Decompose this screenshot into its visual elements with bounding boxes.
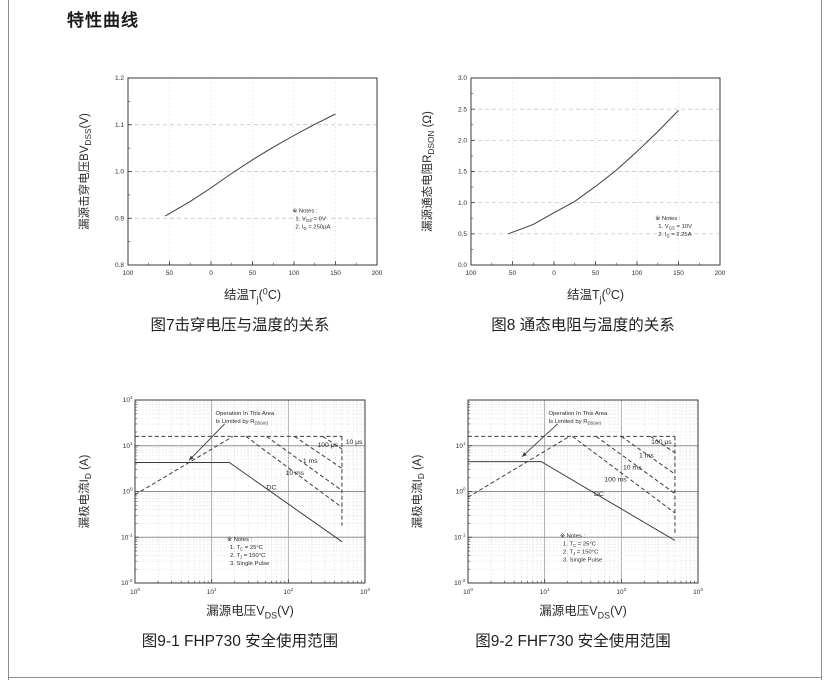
svg-text:10 μs: 10 μs <box>346 439 363 446</box>
svg-text:1.5: 1.5 <box>458 169 467 176</box>
fig7-caption: 图7击穿电压与温度的关系 <box>150 317 330 334</box>
svg-text:2.0: 2.0 <box>458 138 467 145</box>
svg-text:1. VGS = 0V: 1. VGS = 0V <box>295 217 326 224</box>
svg-text:100 ms: 100 ms <box>604 477 627 484</box>
page-border-bottom <box>8 677 822 678</box>
svg-text:10 ms: 10 ms <box>286 470 305 477</box>
page-title: 特性曲线 <box>67 11 139 30</box>
svg-text:2. TJ = 150°C: 2. TJ = 150°C <box>230 553 266 560</box>
svg-text:※ Notes :: ※ Notes : <box>560 532 586 539</box>
svg-text:10-2: 10-2 <box>121 578 133 587</box>
svg-text:200: 200 <box>372 270 383 277</box>
fig9-2-caption: 图9-2 FHF730 安全使用范围 <box>475 633 671 650</box>
svg-text:结温Tj(0C): 结温Tj(0C) <box>224 286 281 304</box>
figure-7: 100 50 0 50 100 150 200 0.8 0.9 1.0 1.1 1.2 ※ Notes … <box>75 60 405 335</box>
svg-text:50: 50 <box>592 270 600 277</box>
figure-8: 100 50 0 50 100 150 200 0.0 0.5 1.0 1.5 2.0 2.5 3.0 ※ … <box>418 60 748 335</box>
svg-text:10-1: 10-1 <box>121 532 133 541</box>
svg-text:100: 100 <box>130 587 140 596</box>
svg-text:漏极电流ID (A): 漏极电流ID (A) <box>410 454 426 528</box>
svg-text:※ Notes :: ※ Notes : <box>227 536 253 543</box>
svg-text:0: 0 <box>209 270 213 277</box>
svg-text:3. Single Pulse: 3. Single Pulse <box>230 561 270 567</box>
svg-text:3.0: 3.0 <box>458 75 467 82</box>
page-border-right <box>821 0 822 680</box>
svg-text:1.2: 1.2 <box>115 75 124 82</box>
svg-text:3. Single Pulse: 3. Single Pulse <box>563 557 603 563</box>
svg-text:Is Limited by RDS(on): Is Limited by RDS(on) <box>216 419 269 426</box>
svg-text:101: 101 <box>123 441 133 450</box>
svg-text:50: 50 <box>166 270 174 277</box>
svg-text:101: 101 <box>456 441 466 450</box>
svg-text:Operation In This Area: Operation In This Area <box>216 411 276 417</box>
svg-text:100: 100 <box>456 487 466 496</box>
svg-text:0.5: 0.5 <box>458 231 467 238</box>
svg-text:漏极电流ID (A): 漏极电流ID (A) <box>77 454 93 528</box>
fig9-1-caption: 图9-1 FHP730 安全使用范围 <box>141 633 339 650</box>
svg-text:Is Limited by RDS(on): Is Limited by RDS(on) <box>549 419 602 426</box>
svg-text:1.0: 1.0 <box>458 200 467 207</box>
svg-text:1 ms: 1 ms <box>639 453 654 460</box>
svg-text:150: 150 <box>330 270 341 277</box>
svg-text:100: 100 <box>123 487 133 496</box>
svg-text:※ Notes :: ※ Notes : <box>655 215 681 222</box>
svg-text:100: 100 <box>466 270 477 277</box>
svg-text:1. TC = 25°C: 1. TC = 25°C <box>563 541 597 548</box>
svg-text:1. VGS = 10V: 1. VGS = 10V <box>658 224 692 231</box>
svg-text:2.5: 2.5 <box>458 106 467 113</box>
fig7-breakdown-voltage-chart: 100 50 0 50 100 150 200 0.8 0.9 1.0 1.1 1.2 ※ Notes … <box>77 75 383 304</box>
svg-text:漏源通态电阻RDSON (Ω): 漏源通态电阻RDSON (Ω) <box>420 111 436 232</box>
svg-text:100: 100 <box>123 270 134 277</box>
svg-text:101: 101 <box>207 587 217 596</box>
svg-text:Operation In This Area: Operation In This Area <box>549 411 609 417</box>
fig8-on-resistance-chart: 100 50 0 50 100 150 200 0.0 0.5 1.0 1.5 2.0 2.5 3.0 ※ … <box>420 75 726 304</box>
svg-text:0: 0 <box>552 270 556 277</box>
figure-9-1: 10 μs 100 μs 1 ms 10 ms DC 100 101 102 103 10-2 10… <box>75 376 405 651</box>
svg-text:1.1: 1.1 <box>115 122 124 129</box>
figure-9-2: 100 μs 1 ms 10 ms 100 ms DC 100 101 102 103 10-2 1… <box>408 376 738 651</box>
svg-text:0.8: 0.8 <box>115 262 124 269</box>
svg-text:102: 102 <box>123 395 133 404</box>
svg-text:100: 100 <box>463 587 473 596</box>
svg-text:漏源电压VDS(V): 漏源电压VDS(V) <box>539 603 627 620</box>
svg-text:1.0: 1.0 <box>115 169 124 176</box>
svg-text:2. TJ = 150°C: 2. TJ = 150°C <box>563 549 599 556</box>
svg-text:DC: DC <box>594 491 604 498</box>
svg-text:1. TC = 25°C: 1. TC = 25°C <box>230 545 264 552</box>
svg-text:102: 102 <box>616 587 626 596</box>
svg-text:100 μs: 100 μs <box>651 439 672 446</box>
svg-text:100: 100 <box>632 270 643 277</box>
svg-text:2. ID = 250μA: 2. ID = 250μA <box>295 225 330 232</box>
svg-text:102: 102 <box>283 587 293 596</box>
svg-text:103: 103 <box>360 587 370 596</box>
svg-text:150: 150 <box>673 270 684 277</box>
fig8-caption: 图8 通态电阻与温度的关系 <box>491 317 675 334</box>
svg-text:50: 50 <box>249 270 257 277</box>
svg-text:漏源电压VDS(V): 漏源电压VDS(V) <box>206 603 294 620</box>
svg-text:漏源击穿电压BVDSS(V): 漏源击穿电压BVDSS(V) <box>77 113 93 230</box>
svg-text:100 μs: 100 μs <box>317 442 338 449</box>
svg-text:DC: DC <box>267 485 277 492</box>
svg-text:101: 101 <box>540 587 550 596</box>
svg-text:0.0: 0.0 <box>458 262 467 269</box>
svg-text:结温Tj(0C): 结温Tj(0C) <box>567 286 624 304</box>
svg-text:10-2: 10-2 <box>454 578 466 587</box>
svg-text:10-1: 10-1 <box>454 532 466 541</box>
svg-text:100: 100 <box>289 270 300 277</box>
svg-text:1 ms: 1 ms <box>303 458 318 465</box>
svg-text:50: 50 <box>509 270 517 277</box>
svg-text:10 ms: 10 ms <box>623 465 642 472</box>
svg-text:103: 103 <box>693 587 703 596</box>
page-border-left <box>8 0 9 680</box>
svg-text:※ Notes :: ※ Notes : <box>292 208 318 215</box>
svg-text:200: 200 <box>715 270 726 277</box>
svg-text:0.9: 0.9 <box>115 215 124 222</box>
svg-text:2. ID = 2.25A: 2. ID = 2.25A <box>658 232 691 239</box>
